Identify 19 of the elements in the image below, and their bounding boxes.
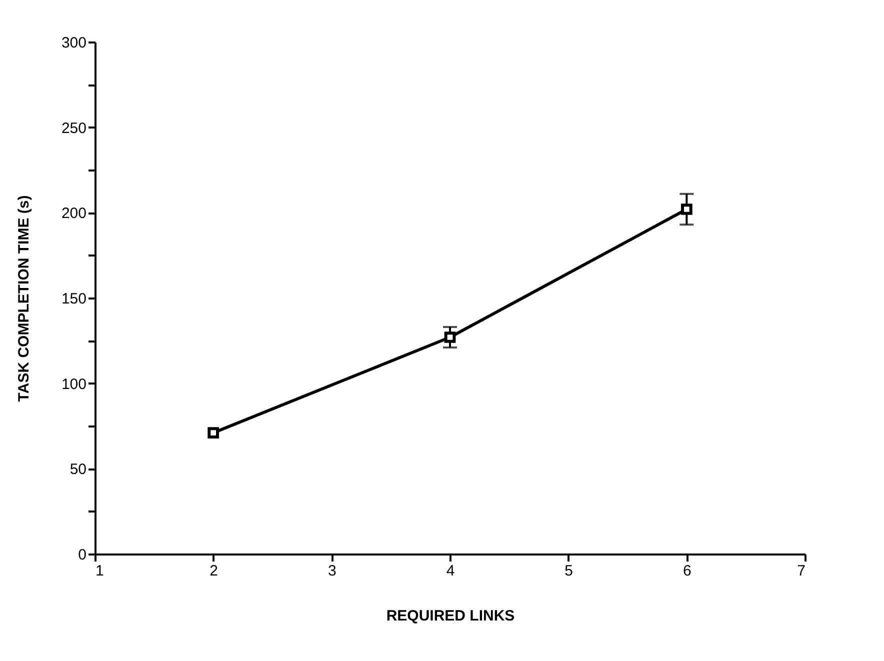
point (680, 204, 692, 215)
y-tick-label: 200 (61, 205, 86, 222)
y-tick-label: 250 (61, 120, 86, 137)
y-tick-label: 50 (70, 461, 86, 478)
y-tick-label: 150 (61, 290, 86, 308)
point (444, 332, 456, 343)
x-tick-label: 7 (797, 562, 806, 580)
x-tick-label: 5 (564, 562, 574, 580)
y-tick-label: 300 (61, 34, 86, 52)
x-tick-label: 1 (96, 562, 104, 580)
x-tick-label: 6 (682, 562, 692, 580)
x-tick-label: 3 (328, 562, 336, 580)
x-tick-label: 4 (446, 562, 455, 580)
y-tick-label: 100 (61, 376, 86, 393)
y-tick-label: 0 (78, 546, 86, 564)
point (208, 427, 220, 439)
y-axis-title: TASK COMPLETION TIME (s) (15, 195, 32, 402)
x-axis-title: REQUIRED LINKS (386, 608, 515, 624)
x-tick-label: 2 (210, 562, 218, 580)
